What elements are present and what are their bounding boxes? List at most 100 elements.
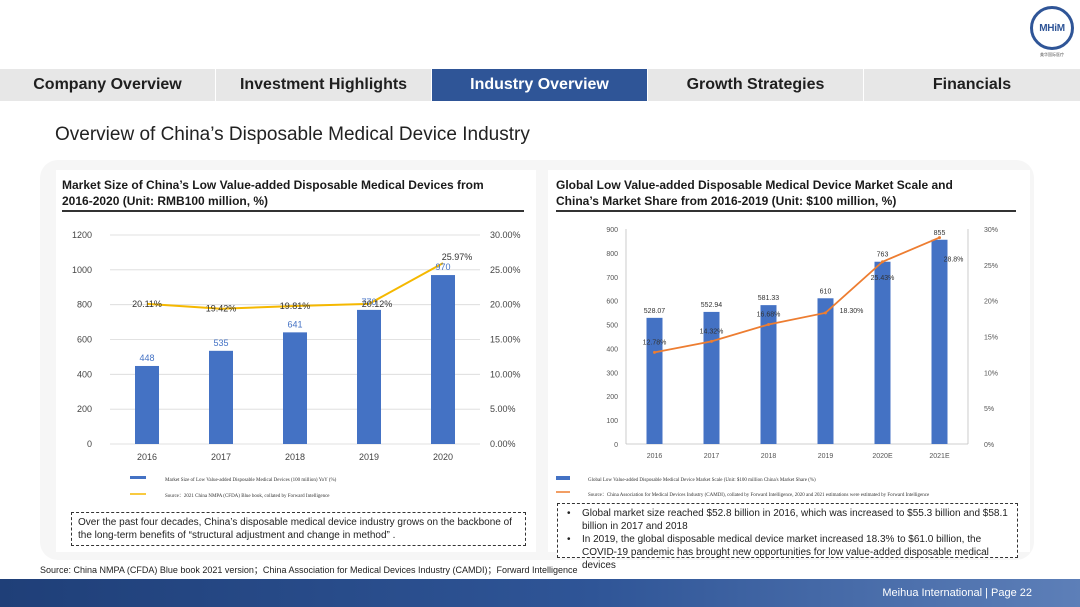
bar bbox=[931, 239, 948, 444]
x-tick-label: 2018 bbox=[761, 453, 777, 460]
bar-value-label: 448 bbox=[139, 353, 154, 363]
right-source-text: Source：China Association for Medical Dev… bbox=[588, 493, 930, 498]
line-value-label: 19.81% bbox=[280, 301, 311, 311]
bar bbox=[874, 261, 891, 444]
left-data-labels: 448 535 641 770 970 20.11% 19.42% 19.81% 20.12% 2… bbox=[132, 252, 472, 363]
y2-tick-label: 20.00% bbox=[490, 300, 521, 310]
left-note-box: Over the past four decades, China’s disp… bbox=[71, 512, 526, 546]
y-tick-label: 800 bbox=[77, 300, 92, 310]
y-tick-label: 800 bbox=[606, 251, 618, 258]
line-value-label: 12.78% bbox=[643, 339, 667, 346]
tab-growth-strategies[interactable]: Growth Strategies bbox=[648, 69, 864, 101]
x-tick-label: 2021E bbox=[929, 453, 950, 460]
left-axis-ticks: 0 200 400 600 800 1000 1200 0.00% 5.00% 10.00% 15.… bbox=[72, 230, 521, 462]
y-tick-label: 1000 bbox=[72, 265, 92, 275]
tab-company-overview[interactable]: Company Overview bbox=[0, 69, 216, 101]
line-point bbox=[767, 322, 770, 326]
y-tick-label: 1200 bbox=[72, 230, 92, 240]
y2-tick-label: 5% bbox=[984, 406, 994, 413]
y-tick-label: 300 bbox=[606, 370, 618, 377]
y2-tick-label: 30.00% bbox=[490, 230, 521, 240]
y2-tick-label: 10.00% bbox=[490, 369, 521, 379]
bar-value-label: 581.33 bbox=[758, 295, 780, 302]
bar bbox=[209, 350, 233, 444]
x-tick-label: 2019 bbox=[818, 453, 834, 460]
y-tick-label: 600 bbox=[606, 299, 618, 306]
bar bbox=[431, 275, 455, 444]
right-legend-bar-swatch bbox=[556, 476, 570, 480]
y-tick-label: 0 bbox=[87, 439, 92, 449]
right-chart-title: Global Low Value-added Disposable Medica… bbox=[556, 177, 1026, 209]
line-value-label: 28.8% bbox=[944, 257, 964, 264]
y2-tick-label: 15.00% bbox=[490, 335, 521, 345]
bar-value-label: 770 bbox=[361, 297, 376, 307]
bar bbox=[646, 317, 663, 444]
left-legend-bar-swatch bbox=[130, 476, 146, 479]
line-point bbox=[653, 350, 656, 354]
y-tick-label: 900 bbox=[606, 227, 618, 234]
y2-tick-label: 0.00% bbox=[490, 439, 516, 449]
left-chart-title-line2: 2016-2020 (Unit: RMB100 million, %) bbox=[62, 194, 269, 208]
tab-industry-overview[interactable]: Industry Overview bbox=[432, 69, 648, 101]
y-tick-label: 600 bbox=[77, 335, 92, 345]
y-tick-label: 0 bbox=[614, 442, 618, 449]
y-tick-label: 100 bbox=[606, 418, 618, 425]
right-bars bbox=[646, 239, 948, 444]
bar-value-label: 528.07 bbox=[644, 308, 666, 315]
y2-tick-label: 10% bbox=[984, 370, 998, 377]
company-logo: MHiM 美华国际医疗 bbox=[1028, 6, 1076, 64]
page-title: Overview of China’s Disposable Medical D… bbox=[55, 124, 530, 145]
y2-tick-label: 15% bbox=[984, 335, 998, 342]
y2-tick-label: 5.00% bbox=[490, 404, 516, 414]
line-value-label: 14.32% bbox=[700, 328, 724, 335]
left-title-rule bbox=[62, 210, 524, 212]
line-value-label: 18.30% bbox=[840, 308, 864, 315]
footer-bar: Meihua International | Page 22 bbox=[0, 579, 1080, 607]
right-note-list: Global market size reached $52.8 billion… bbox=[564, 507, 1011, 572]
left-bars bbox=[135, 275, 455, 444]
left-chart: 448 535 641 770 970 20.11% 19.42% 19.81% 20.12% 2… bbox=[72, 230, 521, 499]
line-value-label: 20.12% bbox=[362, 299, 393, 309]
y-tick-label: 400 bbox=[77, 369, 92, 379]
series-line bbox=[654, 236, 940, 354]
line-point bbox=[824, 311, 827, 315]
right-legend-text: Global Low Value-added Disposable Medica… bbox=[588, 478, 816, 483]
right-note-bullet-1: Global market size reached $52.8 billion… bbox=[564, 507, 1011, 533]
x-tick-label: 2019 bbox=[359, 452, 379, 462]
x-tick-label: 2020 bbox=[433, 452, 453, 462]
y-tick-label: 200 bbox=[606, 394, 618, 401]
logo-emblem: MHiM bbox=[1030, 6, 1074, 50]
x-tick-label: 2016 bbox=[137, 452, 157, 462]
line-value-label: 19.42% bbox=[206, 304, 237, 314]
line-point bbox=[881, 260, 884, 264]
x-tick-label: 2020E bbox=[872, 453, 893, 460]
line-value-label: 25.97% bbox=[442, 252, 473, 262]
tab-investment-highlights[interactable]: Investment Highlights bbox=[216, 69, 432, 101]
line-value-label: 16.68% bbox=[757, 311, 781, 318]
bar-value-label: 641 bbox=[287, 319, 302, 329]
line-point bbox=[938, 236, 941, 240]
x-tick-label: 2017 bbox=[211, 452, 231, 462]
right-note-box: Global market size reached $52.8 billion… bbox=[557, 503, 1018, 571]
bar bbox=[817, 298, 834, 444]
source-line: Source: China NMPA (CFDA) Blue book 2021… bbox=[40, 565, 578, 575]
line-value-label: 25.43% bbox=[871, 275, 895, 282]
right-chart-title-line1: Global Low Value-added Disposable Medica… bbox=[556, 178, 953, 192]
right-data-labels: 528.07 552.94 581.33 610 763 855 12.78% 14.32% 1… bbox=[643, 230, 964, 347]
logo-subtext: 美华国际医疗 bbox=[1040, 52, 1064, 57]
bar-value-label: 552.94 bbox=[701, 302, 723, 309]
bar-value-label: 855 bbox=[934, 230, 946, 237]
y-tick-label: 500 bbox=[606, 323, 618, 330]
right-chart-title-line2: China’s Market Share from 2016-2019 (Uni… bbox=[556, 194, 897, 208]
tab-financials[interactable]: Financials bbox=[864, 69, 1080, 101]
right-axis-lines bbox=[625, 229, 969, 445]
section-nav: Company Overview Investment Highlights I… bbox=[0, 69, 1080, 101]
bar-value-label: 970 bbox=[435, 262, 450, 272]
y2-tick-label: 30% bbox=[984, 227, 998, 234]
bar-value-label: 610 bbox=[820, 288, 832, 295]
bar-value-label: 535 bbox=[213, 338, 228, 348]
footer-page-text: Meihua International | Page 22 bbox=[882, 587, 1032, 599]
bar-value-label: 763 bbox=[877, 252, 889, 259]
right-chart: 528.07 552.94 581.33 610 763 855 12.78% 14.32% 1… bbox=[556, 227, 998, 498]
bar bbox=[283, 332, 307, 444]
